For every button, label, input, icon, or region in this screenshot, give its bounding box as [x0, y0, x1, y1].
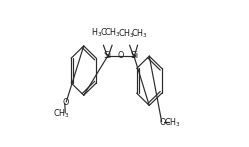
Text: H$_3$C: H$_3$C	[91, 26, 108, 39]
Text: CH$_3$: CH$_3$	[104, 26, 121, 39]
Text: Si: Si	[130, 51, 138, 60]
Text: CH$_3$: CH$_3$	[131, 28, 148, 40]
Text: O: O	[62, 98, 69, 107]
Text: Si: Si	[104, 51, 112, 60]
Text: O: O	[159, 118, 166, 127]
Text: CH$_3$: CH$_3$	[118, 28, 134, 40]
Text: O: O	[118, 51, 124, 60]
Text: CH$_3$: CH$_3$	[53, 107, 70, 120]
Text: CH$_3$: CH$_3$	[164, 116, 181, 128]
